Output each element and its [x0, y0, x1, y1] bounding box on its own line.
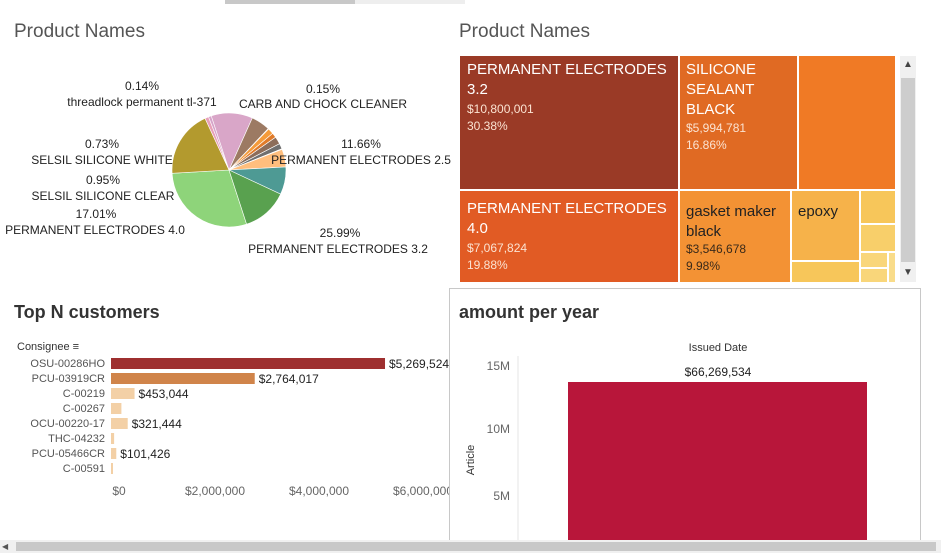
treemap-cell-permanent-electrodes-4-0[interactable]: PERMANENT ELECTRODES 4.0 $7,067,824 19.8… — [460, 191, 678, 282]
amount-per-year-panel — [449, 288, 921, 553]
pie-slice[interactable] — [171, 169, 247, 228]
pie-category-label: threadlock permanent tl-371 — [67, 95, 217, 109]
pie-category-label: CARB AND CHOCK CLEANER — [239, 97, 407, 111]
customer-bar[interactable] — [111, 403, 122, 414]
x-axis-title: Issued Date — [689, 342, 748, 354]
customers-bar-chart: OSU-00286HO $5,269,524 PCU-03919CR $2,764,0… — [30, 357, 450, 498]
pie-category-label: PERMANENT ELECTRODES 3.2 — [248, 242, 428, 256]
x-tick-label: $4,000,000 — [289, 484, 349, 498]
treemap-label: PERMANENT ELECTRODES 4.0 — [467, 200, 667, 237]
treemap-cell-silicone-sealant-black[interactable]: SILICONE SEALANT BLACK $5,994,781 16.86% — [680, 56, 797, 189]
pie-category-label: PERMANENT ELECTRODES 4.0 — [5, 223, 185, 237]
treemap-value: $7,067,824 — [467, 241, 528, 255]
pie-chart: 25.99% PERMANENT ELECTRODES 3.2 17.01% PERM… — [5, 79, 451, 256]
pie-category-label: SELSIL SILICONE CLEAR — [32, 189, 175, 203]
pie-pct-label: 0.15% — [306, 82, 340, 96]
treemap-label: SILICONE SEALANT BLACK — [686, 61, 757, 118]
top-scrollbar-thumb[interactable] — [225, 0, 355, 4]
customer-bar[interactable] — [111, 373, 255, 384]
axis-label-consignee: Consignee ≡ — [17, 341, 79, 353]
pie-pct-label: 17.01% — [76, 207, 117, 221]
customer-bar[interactable] — [111, 448, 117, 459]
category-label: C-00591 — [63, 463, 105, 475]
year-title: amount per year — [459, 302, 600, 322]
category-label: C-00219 — [63, 388, 105, 400]
treemap-pct: 16.86% — [686, 138, 727, 152]
x-tick-label: $0 — [112, 484, 126, 498]
treemap-pct: 30.38% — [467, 119, 508, 133]
bar-value-label: $453,044 — [139, 387, 189, 401]
customer-bar[interactable] — [111, 388, 135, 399]
treemap-value: $10,800,001 — [467, 102, 534, 116]
pie-slice[interactable] — [228, 169, 282, 225]
pie-title: Product Names — [14, 21, 145, 42]
category-label: PCU-03919CR — [32, 373, 105, 385]
category-label: C-00267 — [63, 403, 105, 415]
customer-bar[interactable] — [111, 418, 128, 429]
treemap-cell-epoxy[interactable]: epoxy — [792, 191, 859, 260]
bar-value-label: $2,764,017 — [259, 372, 319, 386]
treemap-cell-permanent-electrodes-3-2[interactable]: PERMANENT ELECTRODES 3.2 $10,800,001 30.… — [460, 56, 678, 189]
treemap-label: epoxy — [798, 203, 839, 220]
treemap-cell[interactable] — [861, 269, 887, 282]
treemap-scrollbar[interactable]: ▲ ▼ — [900, 56, 916, 282]
treemap-cell[interactable] — [889, 253, 895, 282]
pie-category-label: PERMANENT ELECTRODES 2.5 — [271, 153, 451, 167]
y-tick-15m: 15M — [487, 359, 510, 373]
category-label: OCU-00220-17 — [30, 418, 105, 430]
treemap: PERMANENT ELECTRODES 3.2 $10,800,001 30.… — [460, 56, 900, 282]
treemap-title: Product Names — [459, 21, 590, 42]
treemap-cell-gasket-maker-black[interactable]: gasket maker black $3,546,678 9.98% — [680, 191, 790, 282]
customer-bar[interactable] — [111, 433, 115, 444]
treemap-cell[interactable] — [861, 253, 887, 267]
x-tick-label: $2,000,000 — [185, 484, 245, 498]
scroll-up-icon[interactable]: ▲ — [903, 59, 913, 70]
treemap-pct: 9.98% — [686, 259, 721, 273]
bar-value-label: $5,269,524 — [389, 357, 449, 371]
pie-pct-label: 0.14% — [125, 79, 159, 93]
customer-bar[interactable] — [111, 358, 386, 369]
treemap-pct: 19.88% — [467, 258, 508, 272]
bar-value-label: $321,444 — [132, 417, 182, 431]
pie-slice[interactable] — [171, 117, 230, 174]
treemap-value: $5,994,781 — [686, 121, 747, 135]
treemap-cell[interactable] — [861, 191, 895, 223]
category-label: OSU-00286HO — [30, 358, 105, 370]
bottom-scrollbar-thumb[interactable] — [16, 542, 936, 551]
treemap-label: gasket maker black — [686, 203, 777, 240]
treemap-scrollbar-thumb[interactable] — [901, 78, 915, 262]
treemap-cell[interactable] — [799, 56, 895, 189]
pie-pct-label: 0.73% — [85, 137, 119, 151]
scroll-left-icon[interactable]: ◀ — [2, 542, 9, 551]
treemap-cell[interactable] — [792, 262, 859, 282]
year-bar[interactable] — [568, 382, 867, 540]
sort-icon[interactable]: ≡ — [72, 341, 80, 353]
treemap-cell[interactable] — [861, 225, 895, 251]
y-tick-5m: 5M — [493, 489, 510, 503]
category-label: PCU-05466CR — [32, 448, 105, 460]
y-axis-title: Article — [465, 445, 477, 476]
bar-title: Top N customers — [14, 302, 160, 322]
pie-pct-label: 25.99% — [320, 226, 361, 240]
year-bar-chart: Issued Date $66,269,534 Article 15M 10M … — [465, 342, 867, 540]
pie-pct-label: 0.95% — [86, 173, 120, 187]
category-label: THC-04232 — [48, 433, 105, 445]
bar-value-label: $101,426 — [120, 447, 170, 461]
consignee-label: Consignee — [17, 341, 70, 353]
bottom-scrollbar[interactable]: ◀ — [0, 540, 941, 553]
pie-pct-label: 11.66% — [341, 137, 381, 151]
treemap-value: $3,546,678 — [686, 242, 747, 256]
y-tick-10m: 10M — [487, 422, 510, 436]
bar-value-label: $66,269,534 — [685, 365, 752, 379]
customer-bar[interactable] — [111, 463, 113, 474]
scroll-down-icon[interactable]: ▼ — [903, 267, 913, 278]
pie-category-label: SELSIL SILICONE WHITE — [31, 153, 173, 167]
treemap-label: PERMANENT ELECTRODES 3.2 — [467, 61, 667, 98]
x-tick-label: $6,000,000 — [393, 484, 450, 498]
